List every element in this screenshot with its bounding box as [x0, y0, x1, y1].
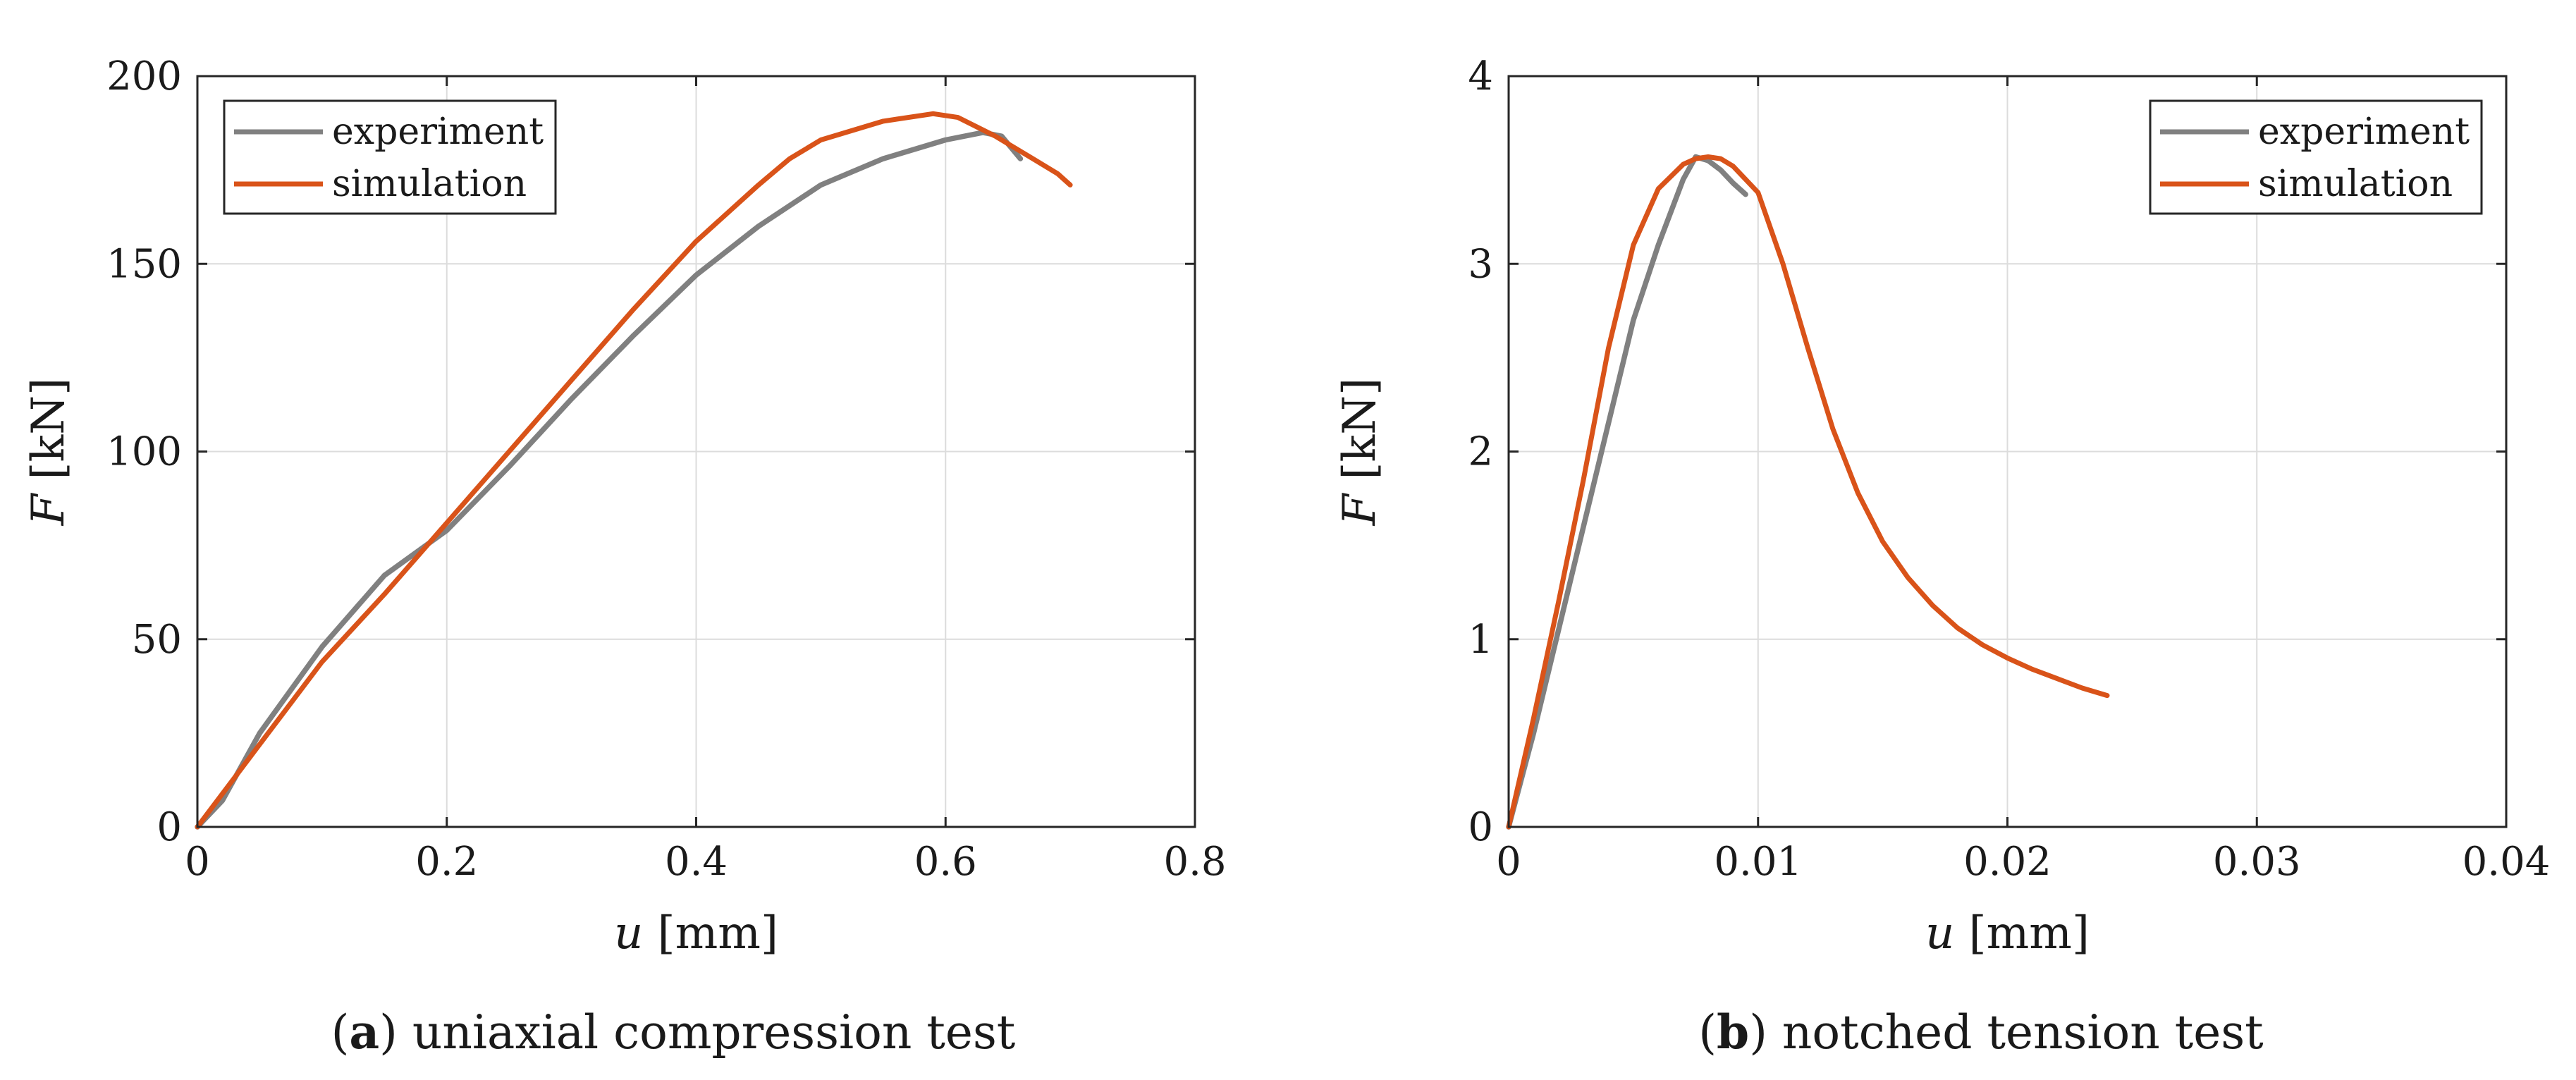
chart-a-ylabel-var: F: [23, 492, 75, 526]
caption-b: (b) notched tension test: [1698, 1005, 2264, 1060]
chart-a-legend: experiment simulation: [223, 99, 557, 215]
chart-b-ylabel-unit: [kN]: [1334, 378, 1386, 494]
chart-b-ytick-label-2: 2: [1468, 429, 1493, 475]
chart-a-ylabel-unit: [kN]: [23, 378, 75, 494]
caption-b-text: notched tension test: [1767, 1005, 2264, 1060]
chart-a: 0 0.2 0.4 0.6 0.8 0 50 100 150 200 u [mm] F [kN] exp…: [23, 54, 1227, 959]
chart-a-xtick-label-0: 0: [185, 839, 210, 885]
chart-b-xtick-label-4: 0.04: [2462, 839, 2551, 885]
caption-b-letter: b: [1717, 1005, 1750, 1060]
chart-b-series-simulation-line: [1506, 154, 2110, 830]
chart-b-ylabel: F [kN]: [1334, 378, 1386, 526]
chart-a-xlabel: u [mm]: [614, 907, 778, 959]
chart-b-legend-label-experiment: experiment: [2258, 111, 2470, 153]
chart-a-xtick-label-2: 0.4: [665, 839, 728, 885]
caption-a-text: uniaxial compression test: [397, 1005, 1016, 1060]
chart-b-ytick-label-4: 4: [1468, 54, 1493, 99]
chart-b-legend-label-simulation: simulation: [2258, 163, 2453, 205]
chart-b-xlabel-unit: [mm]: [1954, 907, 2090, 959]
chart-b-xlabel-var: u: [1925, 907, 1954, 959]
chart-a-legend-label-experiment: experiment: [332, 111, 544, 153]
chart-b-xlabel: u [mm]: [1925, 907, 2090, 959]
caption-a: (a) uniaxial compression test: [331, 1005, 1016, 1060]
chart-a-ytick-label-2: 100: [106, 429, 182, 475]
chart-a-xtick-label-1: 0.2: [415, 839, 478, 885]
chart-a-xlabel-unit: [mm]: [643, 907, 778, 959]
chart-a-ytick-label-1: 50: [132, 617, 182, 663]
chart-b-xtick-label-3: 0.03: [2213, 839, 2301, 885]
chart-b-series-experiment-line: [1506, 154, 1748, 830]
chart-a-xlabel-var: u: [614, 907, 643, 959]
chart-a-ytick-label-4: 200: [106, 54, 182, 99]
chart-b-ytick-label-1: 1: [1468, 617, 1493, 663]
chart-a-ytick-label-0: 0: [157, 804, 182, 850]
chart-b-ylabel-var: F: [1334, 492, 1386, 526]
chart-a-series-experiment-line: [195, 130, 1024, 830]
chart-a-xtick-label-4: 0.8: [1163, 839, 1226, 885]
chart-a-legend-label-simulation: simulation: [332, 163, 527, 205]
chart-b-ytick-label-3: 3: [1468, 241, 1493, 287]
chart-a-xtick-label-3: 0.6: [914, 839, 977, 885]
chart-a-series-simulation-line: [195, 111, 1073, 830]
chart-b: 0 0.01 0.02 0.03 0.04 0 1 2 3 4 u [mm] F [kN] experi…: [1334, 54, 2550, 959]
chart-a-ytick-label-3: 150: [106, 241, 182, 287]
chart-b-xtick-label-0: 0: [1496, 839, 1521, 885]
caption-a-letter: a: [349, 1005, 380, 1060]
chart-b-xtick-label-2: 0.02: [1963, 839, 2051, 885]
chart-a-legend-box: [223, 99, 557, 215]
chart-b-ytick-label-0: 0: [1468, 804, 1493, 850]
chart-b-legend: experiment simulation: [2149, 99, 2483, 215]
chart-a-ylabel: F [kN]: [23, 378, 75, 526]
chart-b-legend-box: [2149, 99, 2483, 215]
chart-b-xtick-label-1: 0.01: [1714, 839, 1802, 885]
